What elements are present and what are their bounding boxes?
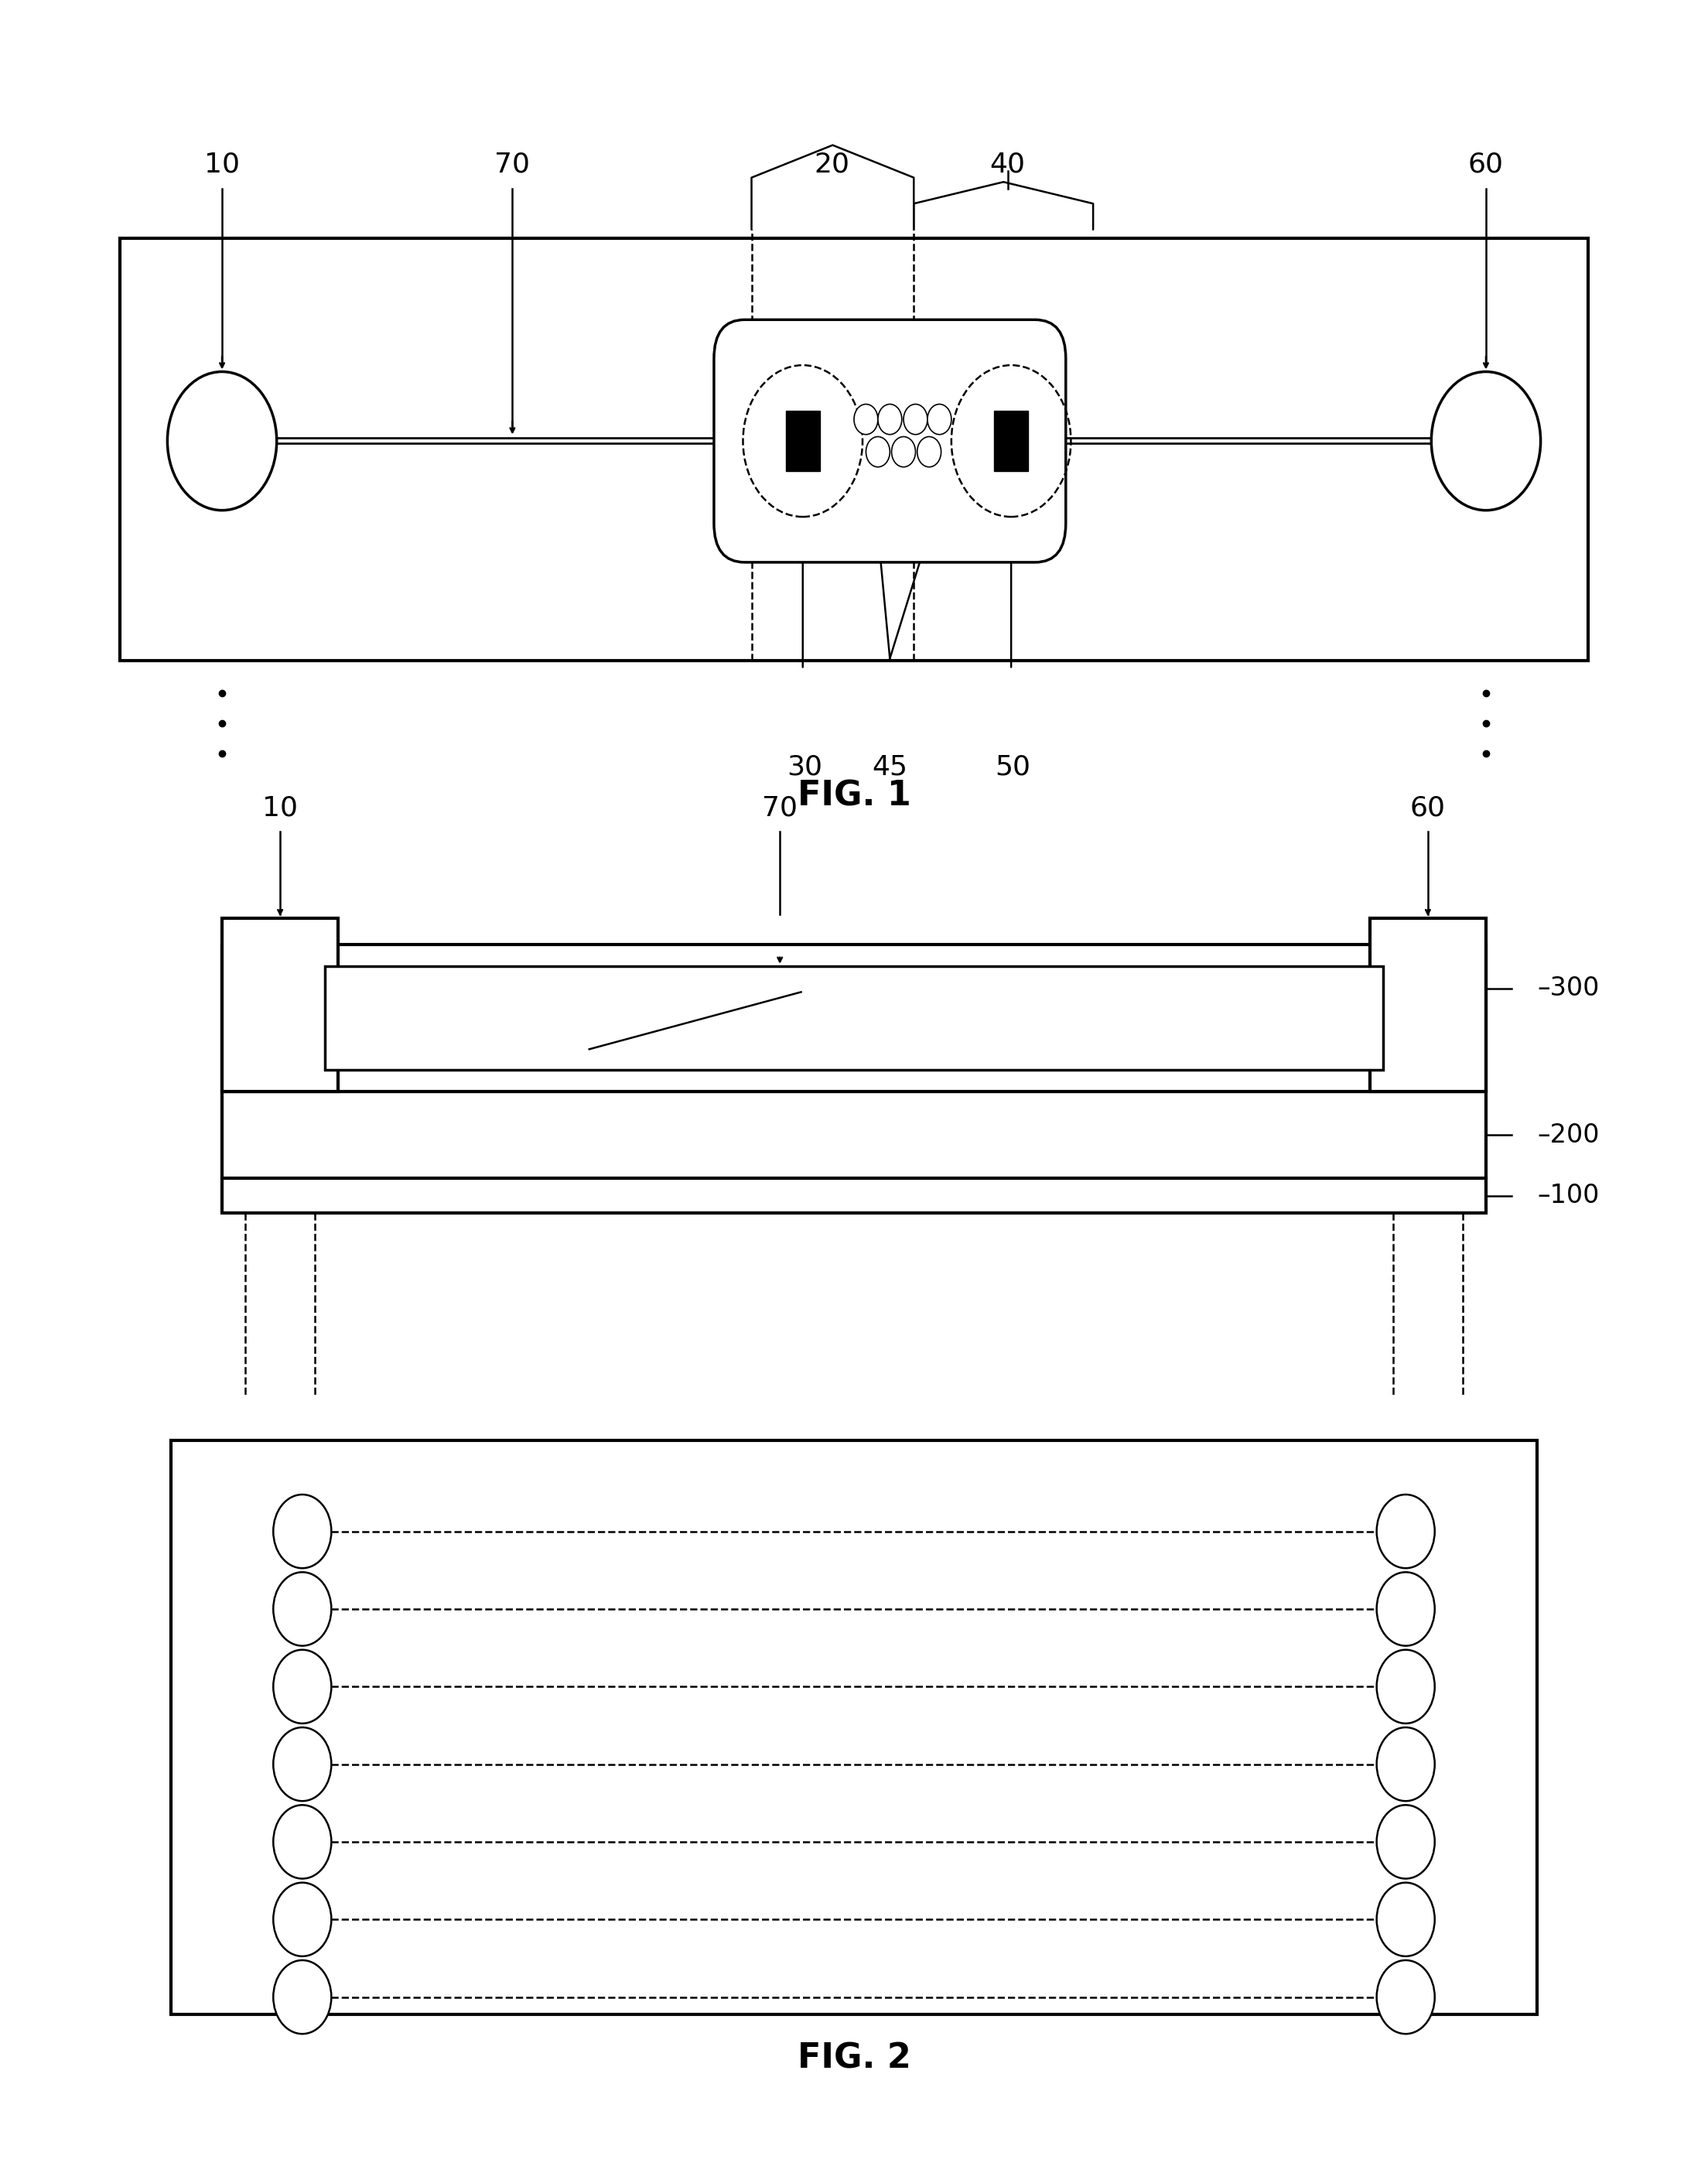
Bar [120, 238, 1588, 661]
Bar [222, 944, 1486, 1092]
Circle shape [273, 1573, 331, 1646]
Text: 30: 30 [787, 754, 822, 780]
Text: 20: 20 [815, 152, 849, 178]
Bar [994, 412, 1028, 472]
Text: 40: 40 [991, 152, 1025, 178]
Ellipse shape [745, 360, 1035, 524]
Circle shape [1431, 373, 1541, 511]
Bar [325, 966, 1383, 1070]
Text: 60: 60 [1411, 795, 1445, 821]
Circle shape [1377, 1804, 1435, 1878]
Bar [786, 412, 820, 472]
Circle shape [854, 405, 878, 435]
Circle shape [273, 1804, 331, 1878]
Text: 50: 50 [996, 754, 1030, 780]
Circle shape [1377, 1960, 1435, 2034]
Circle shape [273, 1495, 331, 1568]
Bar [222, 918, 338, 1092]
Text: FIG. 2: FIG. 2 [798, 2043, 910, 2075]
Circle shape [1377, 1728, 1435, 1802]
Circle shape [273, 1882, 331, 1956]
Text: FIG. 1: FIG. 1 [798, 780, 910, 812]
Bar [171, 1440, 1537, 2014]
Text: 45: 45 [873, 754, 907, 780]
Text: 10: 10 [263, 795, 297, 821]
Circle shape [892, 438, 915, 468]
Circle shape [1377, 1573, 1435, 1646]
Circle shape [1377, 1650, 1435, 1724]
Circle shape [273, 1728, 331, 1802]
Circle shape [273, 1650, 331, 1724]
FancyBboxPatch shape [714, 321, 1066, 563]
Circle shape [273, 1960, 331, 2034]
Text: –300: –300 [1537, 977, 1599, 1001]
Circle shape [167, 373, 277, 511]
Circle shape [1377, 1495, 1435, 1568]
Text: –200: –200 [1537, 1122, 1599, 1148]
Circle shape [878, 405, 902, 435]
Circle shape [866, 438, 890, 468]
Circle shape [917, 438, 941, 468]
Text: –100: –100 [1537, 1183, 1599, 1209]
Bar [222, 1178, 1486, 1213]
Circle shape [1377, 1882, 1435, 1956]
Text: 10: 10 [205, 152, 239, 178]
Text: 60: 60 [1469, 152, 1503, 178]
Circle shape [904, 405, 927, 435]
Text: 70: 70 [495, 152, 529, 178]
Text: 70: 70 [762, 795, 798, 821]
Bar [1370, 918, 1486, 1092]
Circle shape [927, 405, 951, 435]
Bar [222, 1092, 1486, 1178]
